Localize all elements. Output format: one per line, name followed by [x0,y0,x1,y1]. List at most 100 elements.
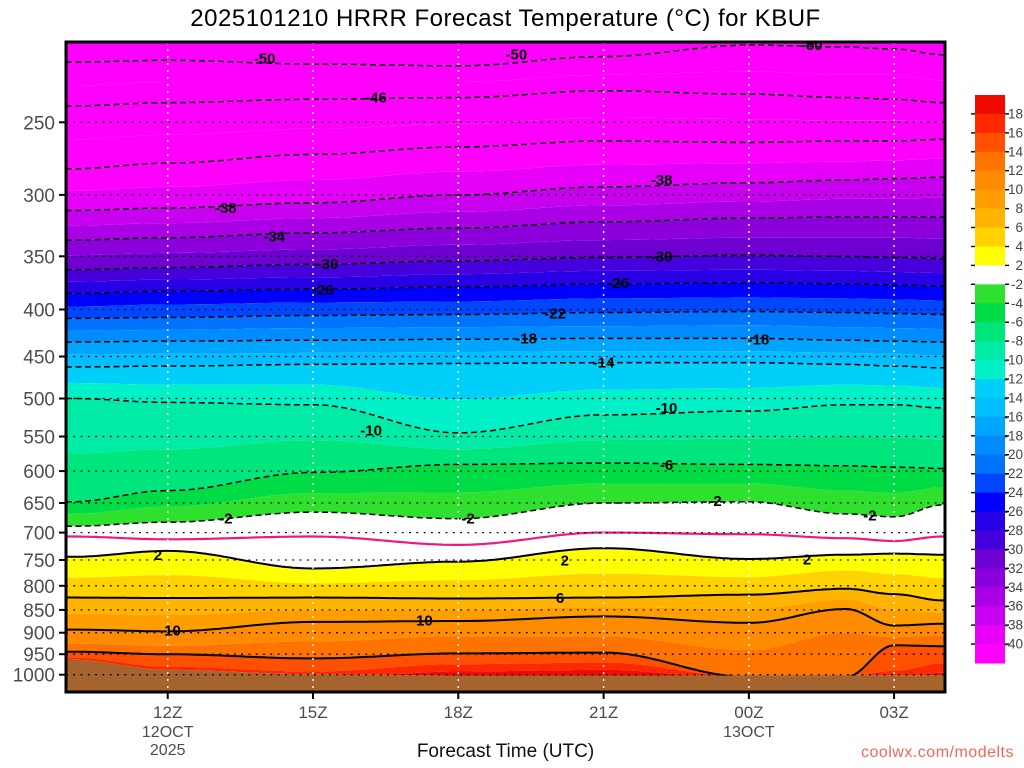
temp-band-fill [66,483,945,527]
temp-band-fill [66,657,945,676]
colorbar-cell [975,454,1005,475]
contour-label: -22 [544,306,566,323]
colorbar-tick-label: -32 [1003,561,1023,576]
contour-label: 6 [556,590,564,607]
colorbar-cell [975,189,1005,210]
contour-line--30 [66,254,945,271]
temp-band-fill [66,398,945,454]
y-tick-label: 650 [23,494,55,515]
contour-line--46 [66,90,945,107]
y-tick-label: 400 [23,301,55,322]
colorbar-tick-label: 14 [1008,144,1024,159]
temp-band-fill [66,632,945,676]
x-tick-label: 03Z [879,703,908,722]
colorbar-tick-label: -18 [1003,428,1023,443]
y-tick-label: 900 [23,624,55,645]
contour-label: 10 [164,623,181,640]
x-tick-label: 21Z [589,703,618,722]
colorbar-cell [975,132,1005,153]
colorbar-tick-label: -10 [1003,353,1023,368]
y-tick-label: 250 [23,113,55,134]
colorbar-tick-label: 2 [1015,258,1023,273]
temp-band-fill [66,351,945,368]
plot-frame [64,40,947,694]
contour-line-2 [66,547,945,570]
contour-line--38 [66,176,945,212]
colorbar-tick-label: -2 [1011,277,1023,292]
contour-line--6 [66,462,945,503]
colorbar-cell [975,360,1005,380]
contour-label: -46 [365,90,387,107]
x-tick-label: 12Z [153,703,182,722]
temp-band-fill [66,269,945,294]
colorbar-cell [975,568,1005,588]
temp-band-fill [66,117,945,169]
contour-line--2 [66,501,945,527]
colorbar-tick-label: 10 [1008,182,1023,197]
colorbar-tick-label: -6 [1011,315,1023,330]
contour-label: 2 [803,552,811,569]
x-axis-title: Forecast Time (UTC) [416,741,595,762]
colorbar-cell [975,492,1005,513]
y-tick-label: 500 [23,390,55,411]
colorbar-tick-label: 12 [1008,163,1023,178]
colorbar-tick-label: -24 [1003,485,1023,500]
colorbar-cell [975,397,1005,418]
temp-band-fill [66,237,945,270]
colorbar-tick-label: -30 [1003,542,1023,557]
temp-band-fill [66,139,945,191]
temp-band-fill [66,197,945,241]
y-tick-label: 850 [23,601,55,622]
temp-band-fill [66,645,945,676]
below-ground-mask [66,659,945,692]
temp-band-fill [66,158,945,211]
colorbar: 18 16 14 12 10 8 6 4 2 -2 -4 -6 -8 -10 -12 -14 -16 -18 -20… [971,95,1023,664]
chart-title: 2025101210 HRRR Forecast Temperature (°C… [190,5,821,32]
contour-label: -2 [863,508,876,525]
colorbar-tick-label: 18 [1008,106,1023,121]
colorbar-cell [975,511,1005,531]
colorbar-cell [975,530,1005,550]
colorbar-cell [975,379,1005,399]
contour-label: -50 [254,50,276,67]
contour-line--50 [66,44,945,67]
y-tick-label: 600 [23,462,55,483]
colorbar-cell [975,208,1005,229]
contour-line--34 [66,216,945,241]
contour-label: -26 [312,282,334,299]
contour-label: -38 [215,200,237,217]
temp-band-fill [66,71,945,106]
colorbar-tick-label: -22 [1003,466,1023,481]
colorbar-cell [975,549,1005,569]
y-tick-label: 1000 [13,666,55,687]
colorbar-cell [975,265,1005,285]
y-tick-label: 750 [23,551,55,572]
contour-label: -50 [801,37,823,54]
temp-band-fill [66,501,945,545]
colorbar-cell [975,303,1005,323]
temp-band-fill [66,282,945,307]
contour-line-10 [66,608,945,633]
colorbar-cell [975,113,1005,134]
underground-fill [66,659,945,692]
colorbar-tick-label: -36 [1003,599,1023,614]
colorbar-cell [975,587,1005,607]
contour-label: -30 [651,248,673,265]
contour-label: -2 [461,511,474,528]
y-tick-label: 700 [23,524,55,545]
temp-band-fill [66,383,945,433]
temp-band-fill [66,297,945,319]
colorbar-tick-label: -34 [1003,580,1023,595]
temp-band-fill [66,338,945,356]
contour-label: -10 [656,400,678,417]
colorbar-tick-label: 8 [1015,201,1023,216]
colorbar-cell [975,416,1005,437]
contour-label: -2 [708,493,721,510]
contour-label: -50 [506,47,528,64]
y-tick-label: 950 [23,645,55,666]
temp-band-fill [66,362,945,400]
contour-line--22 [66,310,945,320]
axes: 2503003504004505005506006507007508008509… [13,113,909,759]
y-tick-label: 800 [23,577,55,598]
